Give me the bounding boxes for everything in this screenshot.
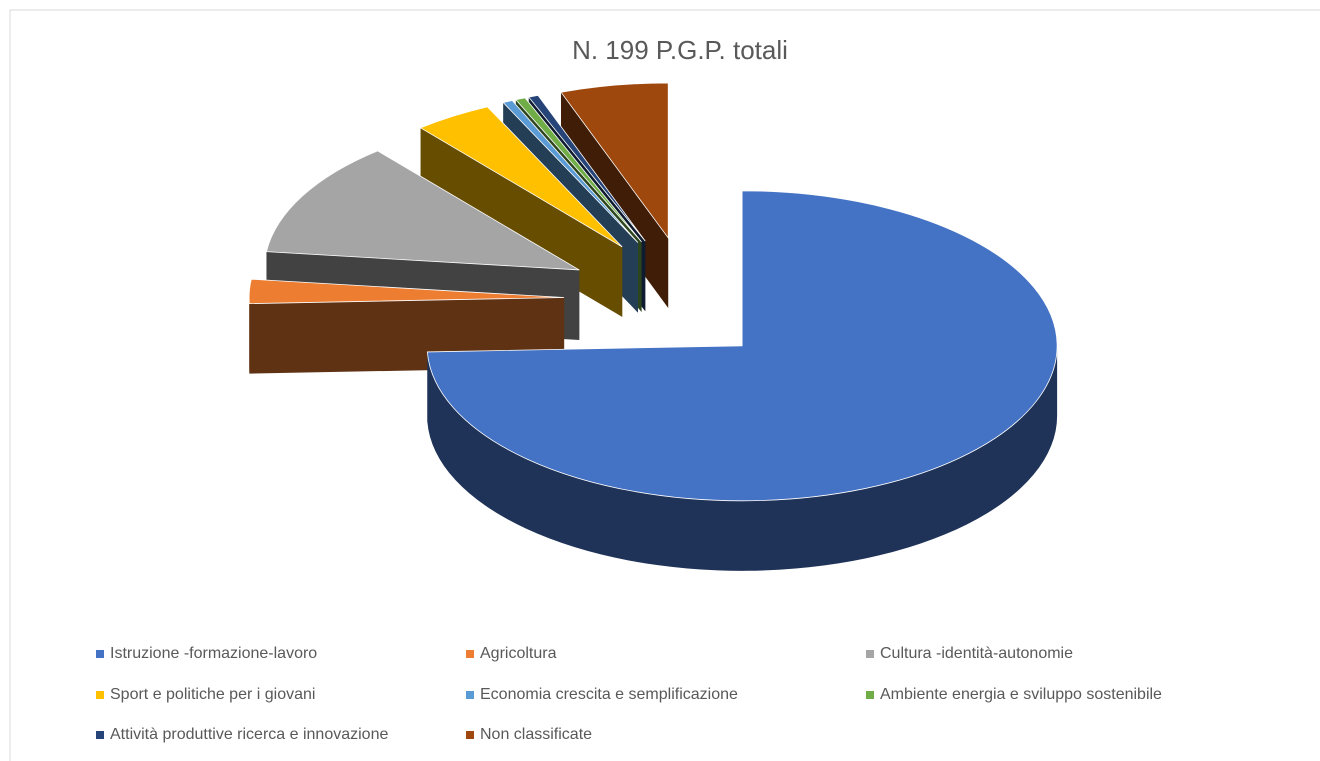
- legend-label: Attività produttive ricerca e innovazion…: [110, 726, 388, 743]
- slice-top: [265, 150, 580, 271]
- legend-label: Agricoltura: [480, 645, 557, 662]
- legend-swatch: [466, 650, 474, 658]
- slice-top: [426, 190, 1058, 502]
- chart-title: N. 199 P.G.P. totali: [572, 35, 788, 65]
- legend-swatch: [96, 650, 104, 658]
- legend-label: Ambiente energia e sviluppo sostenibile: [880, 686, 1162, 703]
- slice-top: [515, 97, 642, 243]
- legend-swatch: [466, 691, 474, 699]
- slice-top: [502, 100, 639, 243]
- legend-label: Istruzione -formazione-lavoro: [110, 645, 317, 662]
- slice-top: [419, 106, 623, 248]
- legend: Istruzione -formazione-lavoro Agricoltura…: [96, 645, 1162, 743]
- slice-side: [427, 345, 1058, 571]
- legend-label: Economia crescita e semplificazione: [480, 686, 738, 703]
- pie: [248, 82, 1058, 571]
- legend-swatch: [866, 650, 874, 658]
- legend-swatch: [96, 691, 104, 699]
- legend-swatch: [96, 731, 104, 739]
- slice-top: [560, 82, 669, 240]
- legend-label: Non classificate: [480, 726, 592, 743]
- legend-label: Sport e politiche per i giovani: [110, 686, 315, 703]
- slice-top: [528, 94, 646, 242]
- legend-swatch: [866, 691, 874, 699]
- legend-swatch: [466, 731, 474, 739]
- slice-top: [248, 278, 565, 305]
- slice: [426, 190, 1058, 571]
- legend-label: Cultura -identità-autonomie: [880, 645, 1073, 662]
